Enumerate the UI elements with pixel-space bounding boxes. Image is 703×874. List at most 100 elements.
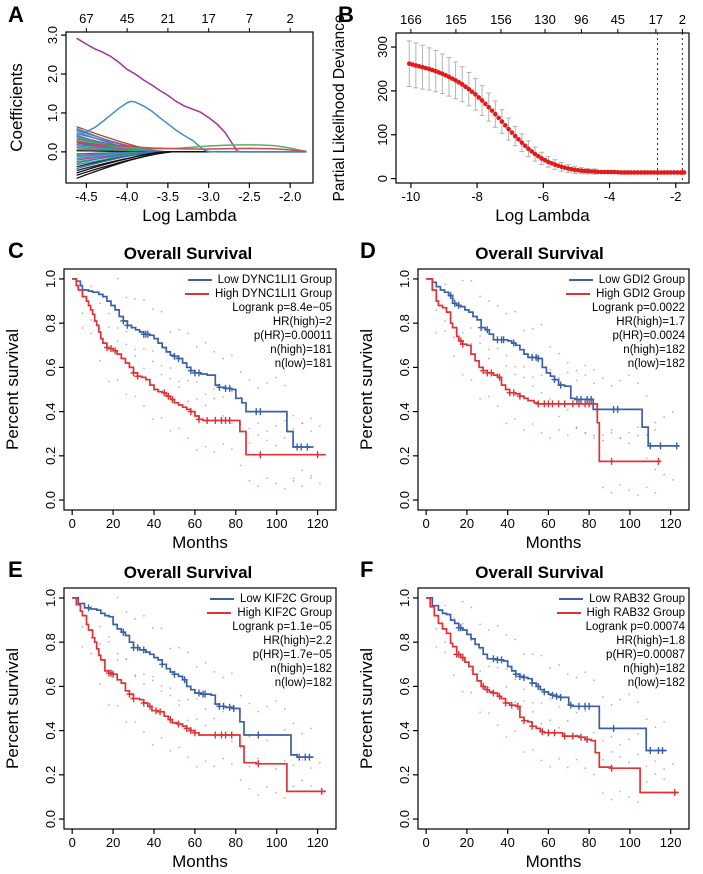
svg-text:60: 60 <box>188 835 202 850</box>
high-group-label: High KIF2C Group <box>237 607 332 619</box>
svg-text:120: 120 <box>307 516 329 531</box>
svg-text:0: 0 <box>69 516 76 531</box>
high-group-line-swatch <box>185 293 210 295</box>
svg-text:0.0: 0.0 <box>45 143 60 161</box>
svg-text:-4.0: -4.0 <box>116 189 138 204</box>
svg-text:2.0: 2.0 <box>45 65 60 83</box>
figure-row-1: A -4.5 -4.0 -3.5 -3.0 -2.5 -2.0 0.0 1.0 2.0 3.0 67… <box>0 0 703 236</box>
svg-text:40: 40 <box>147 835 161 850</box>
svg-text:1.0: 1.0 <box>43 589 58 607</box>
hazard-ratio: HR(high)=2 <box>272 316 332 328</box>
svg-text:0.4: 0.4 <box>43 403 58 421</box>
svg-text:Percent survival: Percent survival <box>3 648 22 769</box>
svg-text:-4.5: -4.5 <box>75 189 97 204</box>
figure-row-2: C Overall Survival 0 20 40 60 80 100 120 0.0 0.2… <box>0 236 703 555</box>
svg-text:80: 80 <box>582 516 596 531</box>
high-group-label: High RAB32 Group <box>586 607 685 619</box>
svg-text:120: 120 <box>307 835 329 850</box>
svg-text:100: 100 <box>619 835 641 850</box>
svg-text:166: 166 <box>400 12 422 27</box>
svg-text:-2.5: -2.5 <box>238 189 260 204</box>
n-low: n(low)=182 <box>627 358 685 370</box>
km-curve-gdi2-chart: 0 20 40 60 80 100 120 0.0 0.2 0.4 0.6 0.8 1.0 Months P… <box>357 268 690 552</box>
svg-text:20: 20 <box>460 516 474 531</box>
svg-text:0.8: 0.8 <box>397 314 412 332</box>
svg-text:45: 45 <box>611 12 625 27</box>
svg-text:100: 100 <box>266 516 288 531</box>
figure-row-3: E Overall Survival 0 20 40 60 80 100 120 0.0 0.2… <box>0 555 703 874</box>
svg-text:80: 80 <box>582 835 596 850</box>
panel-f-label: F <box>360 557 374 582</box>
svg-text:0.0: 0.0 <box>43 491 58 509</box>
legend-row-high: High DYNC1LI1 Group <box>185 287 332 301</box>
panel-f-title: Overall Survival <box>475 563 604 582</box>
svg-text:120: 120 <box>660 516 682 531</box>
svg-text:1.0: 1.0 <box>43 270 58 288</box>
hr-p-value: p(HR)=0.00087 <box>606 649 685 661</box>
panel-c-km-dync1li1: C Overall Survival 0 20 40 60 80 100 120 0.0 0.2… <box>0 236 352 555</box>
logrank-p-value: Logrank p=8.4e−05 <box>232 302 332 314</box>
panel-e-label: E <box>8 557 23 582</box>
logrank-p-value: Logrank p=0.0022 <box>591 302 685 314</box>
panel-c-legend: Low DYNC1LI1 Group High DYNC1LI1 Group L… <box>185 273 332 371</box>
svg-text:Months: Months <box>172 852 228 871</box>
svg-text:Percent survival: Percent survival <box>357 329 376 450</box>
low-group-line-swatch <box>559 598 584 600</box>
svg-text:3.0: 3.0 <box>45 26 60 44</box>
low-group-line-swatch <box>568 279 593 281</box>
high-group-label: High GDI2 Group <box>596 288 685 300</box>
panel-d-km-gdi2: D Overall Survival 0 20 40 60 80 100 120 0.0 0.2… <box>352 236 703 555</box>
svg-text:40: 40 <box>500 835 514 850</box>
hazard-ratio: HR(high)=1.7 <box>616 316 685 328</box>
svg-text:Months: Months <box>526 533 582 552</box>
svg-text:0.0: 0.0 <box>43 810 58 828</box>
svg-text:0: 0 <box>423 516 430 531</box>
high-group-line-swatch <box>207 612 232 614</box>
hr-p-value: p(HR)=0.0024 <box>612 330 685 342</box>
hr-p-value: p(HR)=1.7e−05 <box>252 649 332 661</box>
panel-c-title: Overall Survival <box>123 244 253 263</box>
svg-text:-6: -6 <box>538 189 550 204</box>
svg-text:0.2: 0.2 <box>397 766 412 784</box>
svg-text:0.4: 0.4 <box>397 403 412 421</box>
hazard-ratio: HR(high)=2.2 <box>263 635 332 647</box>
svg-text:Percent survival: Percent survival <box>3 329 22 450</box>
svg-text:2: 2 <box>679 12 686 27</box>
svg-text:-2: -2 <box>670 189 682 204</box>
high-group-line-swatch <box>556 612 581 614</box>
svg-text:Log Lambda: Log Lambda <box>142 206 237 225</box>
svg-text:0.0: 0.0 <box>397 810 412 828</box>
legend-row-high: High RAB32 Group <box>556 606 685 620</box>
legend-row-low: Low KIF2C Group <box>207 592 332 606</box>
low-group-label: Low RAB32 Group <box>589 593 685 605</box>
high-group-label: High DYNC1LI1 Group <box>215 288 332 300</box>
svg-text:-8: -8 <box>471 189 483 204</box>
svg-text:17: 17 <box>649 12 663 27</box>
svg-text:130: 130 <box>534 12 556 27</box>
svg-text:Log Lambda: Log Lambda <box>495 206 590 225</box>
svg-text:80: 80 <box>229 516 243 531</box>
svg-text:-2.0: -2.0 <box>279 189 301 204</box>
svg-text:40: 40 <box>147 516 161 531</box>
svg-text:300: 300 <box>375 36 390 58</box>
panel-e-km-kif2c: E Overall Survival 0 20 40 60 80 100 120 0.0 0.2… <box>0 555 352 874</box>
high-group-line-swatch <box>566 293 591 295</box>
svg-text:0.6: 0.6 <box>43 358 58 376</box>
svg-text:120: 120 <box>660 835 682 850</box>
svg-text:60: 60 <box>541 516 555 531</box>
svg-text:0: 0 <box>375 175 390 182</box>
svg-text:0.6: 0.6 <box>397 677 412 695</box>
svg-text:20: 20 <box>106 516 120 531</box>
n-low: n(low)=182 <box>627 677 685 689</box>
svg-text:0.8: 0.8 <box>43 314 58 332</box>
svg-text:2: 2 <box>287 11 294 26</box>
svg-text:80: 80 <box>229 835 243 850</box>
svg-text:0: 0 <box>69 835 76 850</box>
svg-text:Coefficients: Coefficients <box>7 63 26 152</box>
n-high: n(high)=182 <box>270 663 332 675</box>
svg-text:60: 60 <box>541 835 555 850</box>
svg-text:20: 20 <box>460 835 474 850</box>
panel-b-cv-deviance: B -10 -8 -6 -4 -2 0 100 200 300 166 165 156 130 96 45 1… <box>330 0 703 236</box>
panel-d-legend: Low GDI2 Group High GDI2 Group Logrank p… <box>566 273 685 371</box>
